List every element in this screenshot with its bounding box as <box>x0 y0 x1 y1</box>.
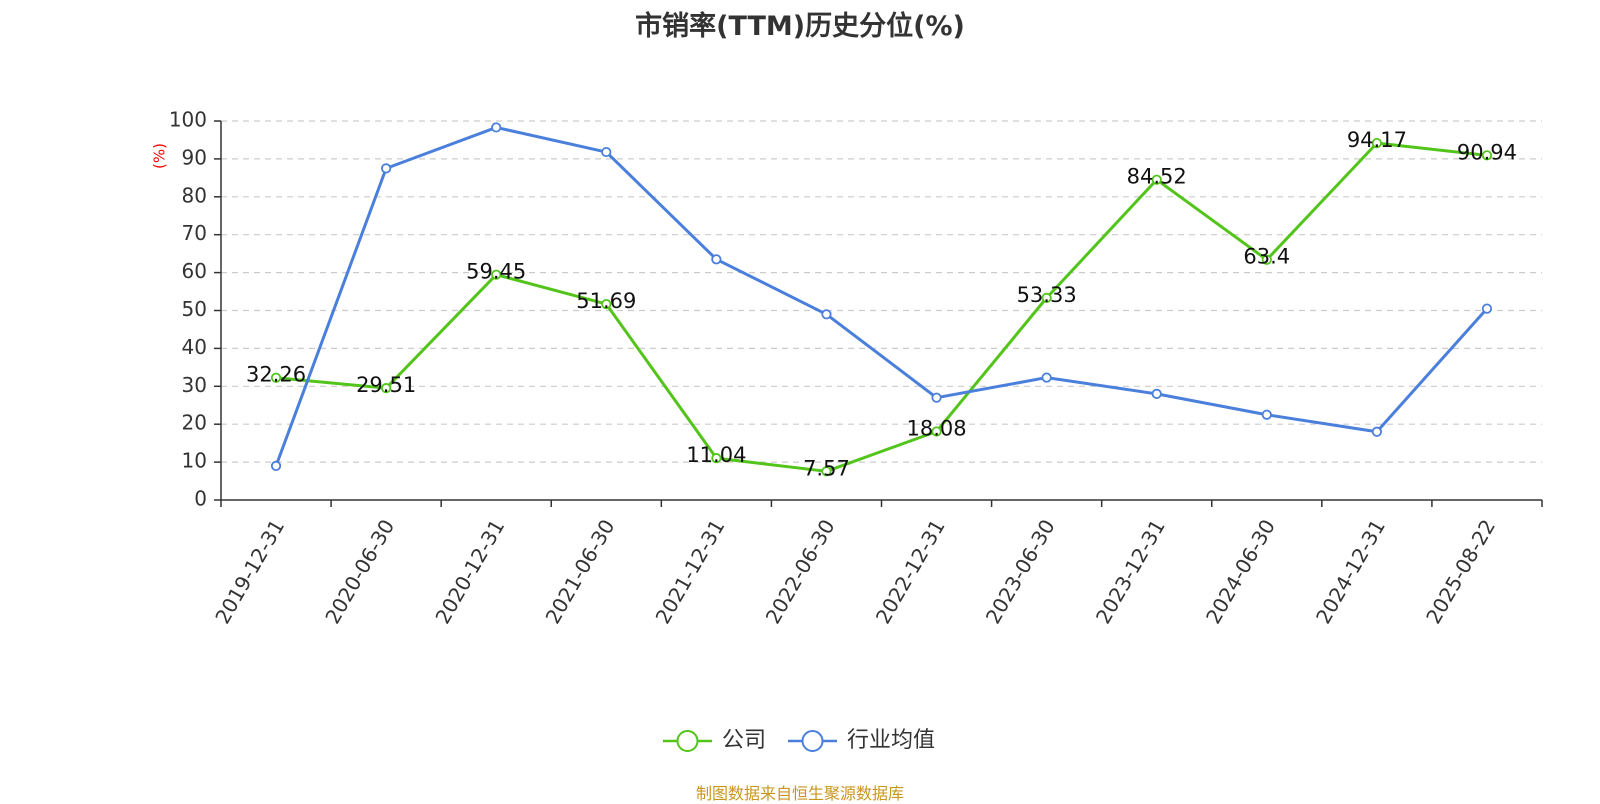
series-point <box>821 309 832 320</box>
source-note: 制图数据来自恒生聚源数据库 <box>695 784 904 803</box>
x-tick-label: 2023-06-30 <box>981 515 1060 628</box>
series-point <box>711 254 722 265</box>
series-point <box>381 163 392 174</box>
x-tick-label: 2024-12-31 <box>1311 515 1390 628</box>
series-point <box>1151 388 1162 399</box>
series-point <box>1481 303 1493 314</box>
y-tick-label: 90 <box>182 145 207 169</box>
series-point <box>1041 292 1052 303</box>
series-point <box>711 453 722 464</box>
legend-item[interactable]: 行业均值 <box>788 728 935 753</box>
x-tick-label: 2021-06-30 <box>540 515 619 628</box>
data-label: 53.33 <box>1017 283 1077 307</box>
series-point <box>1371 137 1382 149</box>
grid-layer <box>221 120 1542 463</box>
series-point <box>1371 426 1382 437</box>
chart-title: 市销率(TTM)历史分位(%) <box>635 11 965 42</box>
legend-item[interactable]: 公司 <box>663 728 766 753</box>
y-tick-label: 100 <box>169 108 207 132</box>
series-line <box>274 125 1489 467</box>
series-point <box>1041 372 1052 383</box>
y-axis-label: (%) <box>151 143 169 169</box>
series-point <box>1261 254 1272 265</box>
series-point <box>821 466 832 477</box>
data-label: 29.51 <box>356 373 416 397</box>
data-label: 32.26 <box>246 363 306 387</box>
x-tick-label: 2021-12-31 <box>651 515 730 628</box>
series-point <box>270 372 282 383</box>
series-point <box>601 298 612 310</box>
y-tick-label: 10 <box>182 449 207 473</box>
data-label: 63.4 <box>1243 245 1290 269</box>
series-point <box>931 392 942 403</box>
x-tick-label: 2020-12-31 <box>430 515 509 628</box>
y-tick-label: 0 <box>194 487 207 511</box>
data-label: 51.69 <box>576 289 636 313</box>
data-label: 59.45 <box>466 260 526 284</box>
data-label: 94.17 <box>1347 128 1407 152</box>
y-tick-label: 30 <box>182 373 207 397</box>
series-layer <box>270 122 1493 477</box>
data-label-layer: 32.26 29.51 59.45 51.69 11.04 7.57 18.08 53.33 8… <box>246 128 1517 480</box>
data-label: 18.08 <box>906 416 966 440</box>
series-point <box>491 122 502 133</box>
series-point <box>270 460 282 471</box>
data-label: 7.57 <box>803 456 850 480</box>
x-tick-label: 2025-08-22 <box>1421 515 1500 628</box>
series-point <box>931 426 942 437</box>
data-label: 90.94 <box>1457 140 1517 164</box>
series-point <box>1261 409 1272 420</box>
y-tick-label: 80 <box>182 183 207 207</box>
y-tick-label: 40 <box>182 335 207 359</box>
data-label: 11.04 <box>686 443 746 467</box>
y-tick-label: 70 <box>182 221 207 245</box>
data-label: 84.52 <box>1127 165 1187 189</box>
series-point <box>601 146 612 158</box>
series-point <box>381 383 392 394</box>
legend-label: 行业均值 <box>847 728 935 753</box>
series-line <box>275 141 1488 473</box>
series-point <box>1481 150 1493 161</box>
y-tick-label: 20 <box>182 411 207 435</box>
x-tick-label: 2022-12-31 <box>871 515 950 628</box>
legend-marker <box>801 730 824 752</box>
legend[interactable]: 公司 行业均值 <box>663 728 935 753</box>
series-point <box>491 269 502 280</box>
x-tick-label: 2023-12-31 <box>1091 515 1170 628</box>
x-tick-label: 2022-06-30 <box>761 515 840 628</box>
legend-label: 公司 <box>722 728 766 753</box>
x-tick-label: 2024-06-30 <box>1201 515 1280 628</box>
y-tick-label: 60 <box>182 259 207 283</box>
x-tick-label: 2020-06-30 <box>320 515 399 628</box>
y-tick-label: 50 <box>182 297 207 321</box>
legend-marker <box>676 730 699 752</box>
series-point <box>1151 174 1162 185</box>
x-tick-label: 2019-12-31 <box>210 515 289 628</box>
